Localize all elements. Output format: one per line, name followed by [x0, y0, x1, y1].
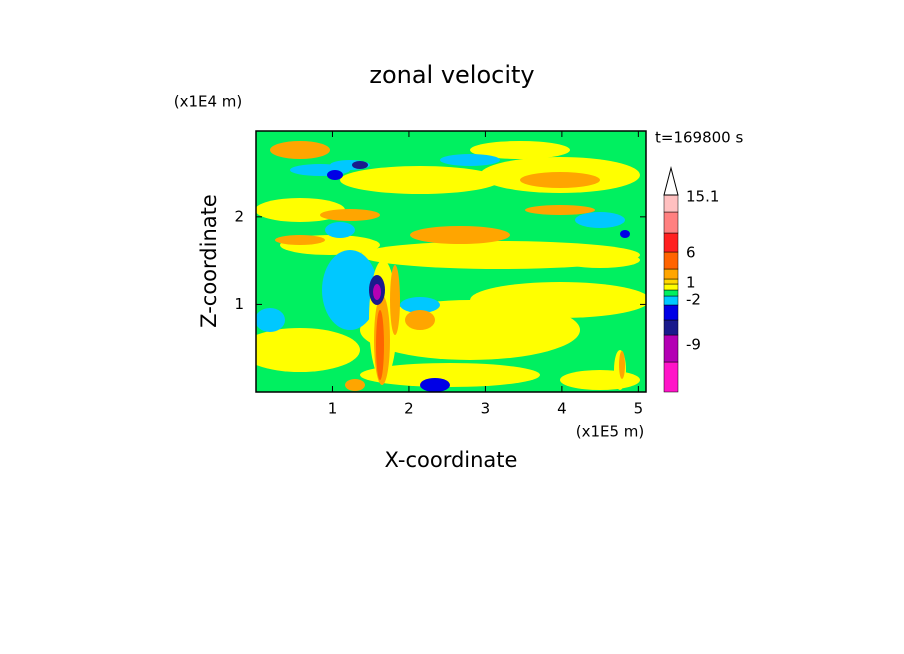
contour-region [560, 252, 640, 268]
contour-region [325, 222, 355, 238]
contour-region [373, 284, 381, 300]
contour-region [256, 328, 360, 372]
colorbar-swatch [663, 232, 679, 253]
colorbar-swatch [663, 194, 679, 213]
y-tick-label: 2 [234, 207, 244, 225]
contour-region [320, 209, 380, 221]
contour-region [376, 310, 384, 380]
contour-region [352, 161, 368, 169]
chart-title: zonal velocity [369, 61, 534, 89]
contour-region [256, 308, 285, 332]
colorbar-label: 15.1 [686, 188, 719, 206]
colorbar-swatch [663, 361, 679, 393]
contour-region [340, 166, 500, 194]
contour-region [575, 212, 625, 228]
contour-region [520, 172, 600, 188]
contour-region [470, 141, 570, 159]
time-label: t=169800 s [655, 129, 743, 147]
x-unit: (x1E5 m) [576, 423, 645, 441]
contour-region [410, 226, 510, 244]
colorbar-swatch [663, 289, 679, 297]
colorbar-swatch [663, 278, 679, 285]
colorbar-label: -9 [686, 336, 701, 354]
contour-field [256, 131, 646, 392]
x-tick-label: 2 [404, 400, 414, 418]
contour-region [390, 265, 400, 335]
contour-region [440, 154, 500, 166]
plot-frame [255, 130, 647, 393]
colorbar-label: 1 [686, 274, 696, 292]
contour-region [322, 250, 378, 330]
contour-region [270, 141, 330, 159]
contour-region [619, 351, 625, 379]
contour-region [360, 363, 540, 387]
x-tick-label: 3 [481, 400, 491, 418]
x-tick-label: 1 [328, 400, 338, 418]
contour-region [525, 205, 595, 215]
y-unit: (x1E4 m) [174, 93, 243, 111]
x-tick-label: 4 [557, 400, 567, 418]
contour-region [420, 378, 450, 392]
colorbar-label: -2 [686, 291, 701, 309]
y-axis-title: Z-coordinate [197, 194, 221, 328]
x-tick-label: 5 [634, 400, 644, 418]
x-axis-title: X-coordinate [385, 448, 518, 472]
contour-region [327, 170, 343, 180]
colorbar-swatch [663, 268, 679, 280]
contour-region [560, 370, 640, 390]
colorbar-swatch [663, 251, 679, 270]
colorbar-arrow [663, 166, 679, 196]
contour-region [405, 310, 435, 330]
colorbar-swatch [663, 211, 679, 234]
contour-region [620, 230, 630, 238]
colorbar-swatch [663, 319, 679, 336]
contour-region [470, 282, 646, 318]
colorbar-swatch [663, 304, 679, 321]
colorbar-swatch [663, 295, 679, 306]
colorbar-label: 6 [686, 244, 696, 262]
contour-region [400, 297, 440, 313]
colorbar-swatch [663, 283, 679, 291]
contour-region [275, 235, 325, 245]
colorbar-swatch [663, 334, 679, 363]
contour-region [345, 379, 365, 391]
y-tick-label: 1 [234, 295, 244, 313]
